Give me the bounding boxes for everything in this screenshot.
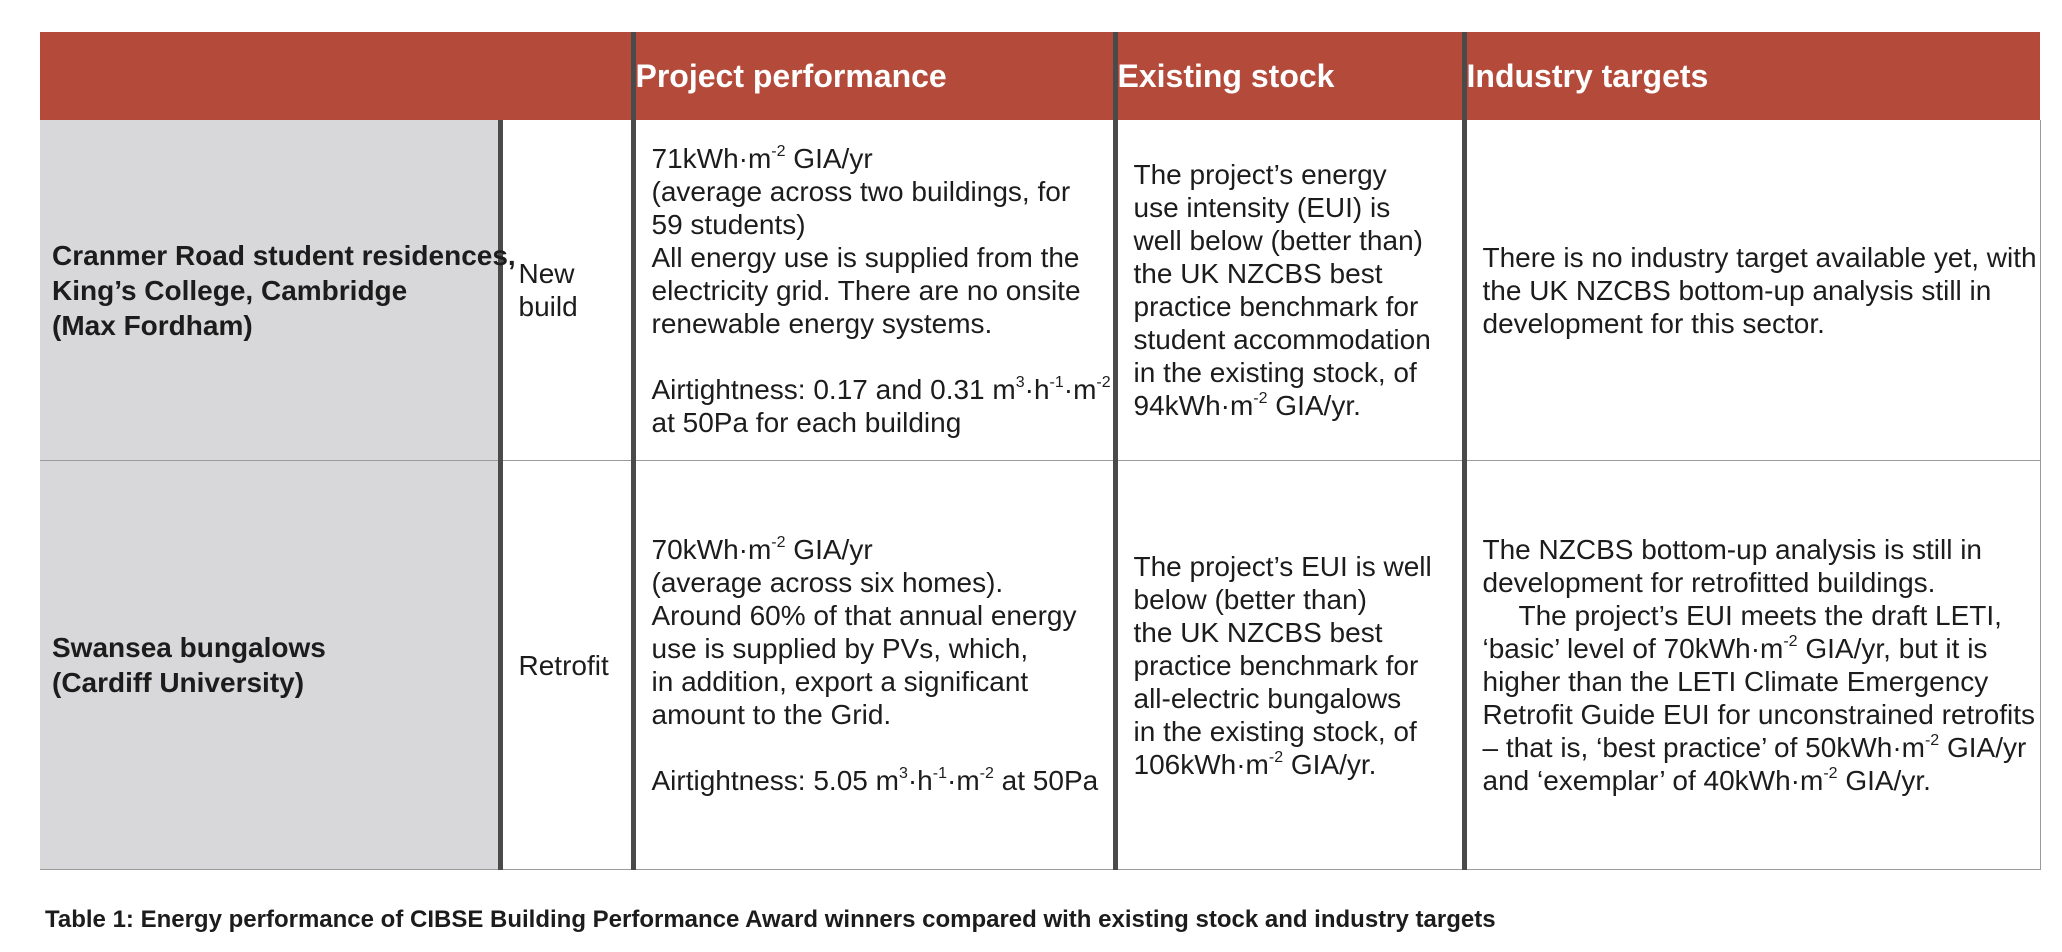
performance-line: electricity grid. There are no onsite [651, 274, 1081, 306]
airtightness-line: Airtightness: 5.05 m3·h-1·m-2 at 50Pa [651, 765, 1099, 796]
stock-line: The project’s EUI is well [1133, 550, 1432, 582]
targets-line: – that is, ‘best practice’ of 50kWh·m-2 … [1482, 732, 2027, 763]
project-type-line: New [518, 258, 575, 289]
targets-line: development for retrofitted buildings. [1482, 567, 1936, 598]
table-caption: Table 1: Energy performance of CIBSE Bui… [45, 906, 1496, 933]
performance-line: in addition, export a significant [651, 666, 1029, 697]
performance-line: (average across two buildings, for [651, 175, 1071, 207]
stock-line: student accommodation [1133, 324, 1431, 355]
project-name-line: Swansea bungalows [52, 632, 326, 663]
stock-line: use intensity (EUI) is [1133, 192, 1391, 223]
project-type-cell: Retrofit [497, 460, 633, 870]
airtightness-line: Airtightness: 0.17 and 0.31 m3·h-1·m-2 [651, 373, 1111, 405]
performance-line: renewable energy systems. [651, 307, 993, 339]
performance-line: Around 60% of that annual energy [651, 600, 1077, 631]
header-blank [40, 32, 633, 120]
header-existing-stock: Existing stock [1112, 32, 1464, 120]
stock-line: well below (better than) [1133, 225, 1423, 256]
targets-line: and ‘exemplar’ of 40kWh·m-2 GIA/yr. [1482, 765, 1931, 796]
header-industry-targets: Industry targets [1461, 32, 2040, 120]
table-header-row: Project performance Existing stock Indus… [40, 32, 2040, 120]
stock-line: the UK NZCBS best [1133, 616, 1383, 648]
stock-value-line: 106kWh·m-2 GIA/yr. [1133, 748, 1377, 780]
project-type-line: build [518, 291, 578, 322]
performance-line: amount to the Grid. [651, 699, 892, 730]
existing-stock-cell: The project’s energy use intensity (EUI)… [1112, 120, 1464, 461]
performance-line: All energy use is supplied from the [651, 241, 1080, 273]
project-performance-cell: 71kWh·m-2 GIA/yr (average across two bui… [630, 120, 1115, 461]
existing-stock-cell: The project’s EUI is well below (better … [1112, 460, 1464, 870]
energy-performance-table: Project performance Existing stock Indus… [40, 32, 2041, 870]
stock-line: practice benchmark for [1133, 291, 1419, 322]
stock-line: in the existing stock, of [1133, 715, 1417, 747]
stock-line: all-electric bungalows [1133, 682, 1402, 714]
targets-line: Retrofit Guide EUI for unconstrained ret… [1482, 699, 2035, 730]
performance-line: 59 students) [651, 208, 806, 240]
eui-line: 70kWh·m-2 GIA/yr [651, 534, 873, 565]
stock-line: the UK NZCBS best [1133, 258, 1383, 289]
project-performance-cell: 70kWh·m-2 GIA/yr (average across six hom… [630, 460, 1115, 870]
project-name-cell: Cranmer Road student residences, King’s … [40, 120, 516, 461]
table-row: Cranmer Road student residences, King’s … [40, 120, 2041, 461]
stock-value-line: 94kWh·m-2 GIA/yr. [1133, 390, 1361, 421]
targets-line: The NZCBS bottom-up analysis is still in [1482, 534, 1983, 565]
targets-line: higher than the LETI Climate Emergency [1482, 666, 1989, 697]
targets-line: The project’s EUI meets the draft LETI, [1518, 600, 2002, 631]
targets-line: There is no industry target available ye… [1482, 241, 2037, 273]
header-project-performance: Project performance [630, 32, 1115, 120]
industry-targets-cell: There is no industry target available ye… [1461, 120, 2041, 461]
performance-line: (average across six homes). [651, 567, 1004, 598]
project-name-line: King’s College, Cambridge [52, 274, 408, 306]
airtightness-line: at 50Pa for each building [651, 406, 962, 438]
industry-targets-cell: The NZCBS bottom-up analysis is still in… [1461, 460, 2041, 870]
project-type-line: Retrofit [518, 649, 609, 681]
project-name-cell: Swansea bungalows (Cardiff University) [40, 460, 500, 870]
performance-line: use is supplied by PVs, which, [651, 633, 1029, 664]
project-name-line: (Max Fordham) [52, 309, 253, 341]
targets-line: development for this sector. [1482, 307, 1825, 339]
targets-line: the UK NZCBS bottom-up analysis still in [1482, 274, 1992, 306]
project-type-cell: New build [497, 120, 633, 461]
eui-line: 71kWh·m-2 GIA/yr [651, 142, 873, 174]
targets-line: ‘basic’ level of 70kWh·m-2 GIA/yr, but i… [1482, 633, 1988, 664]
table-row: Swansea bungalows (Cardiff University) R… [40, 460, 2041, 870]
project-name-line: (Cardiff University) [52, 667, 305, 698]
stock-line: practice benchmark for [1133, 649, 1419, 681]
stock-line: in the existing stock, of [1133, 357, 1417, 388]
stock-line: below (better than) [1133, 583, 1367, 615]
project-name-line: Cranmer Road student residences, [52, 239, 516, 271]
stock-line: The project’s energy [1133, 159, 1387, 190]
